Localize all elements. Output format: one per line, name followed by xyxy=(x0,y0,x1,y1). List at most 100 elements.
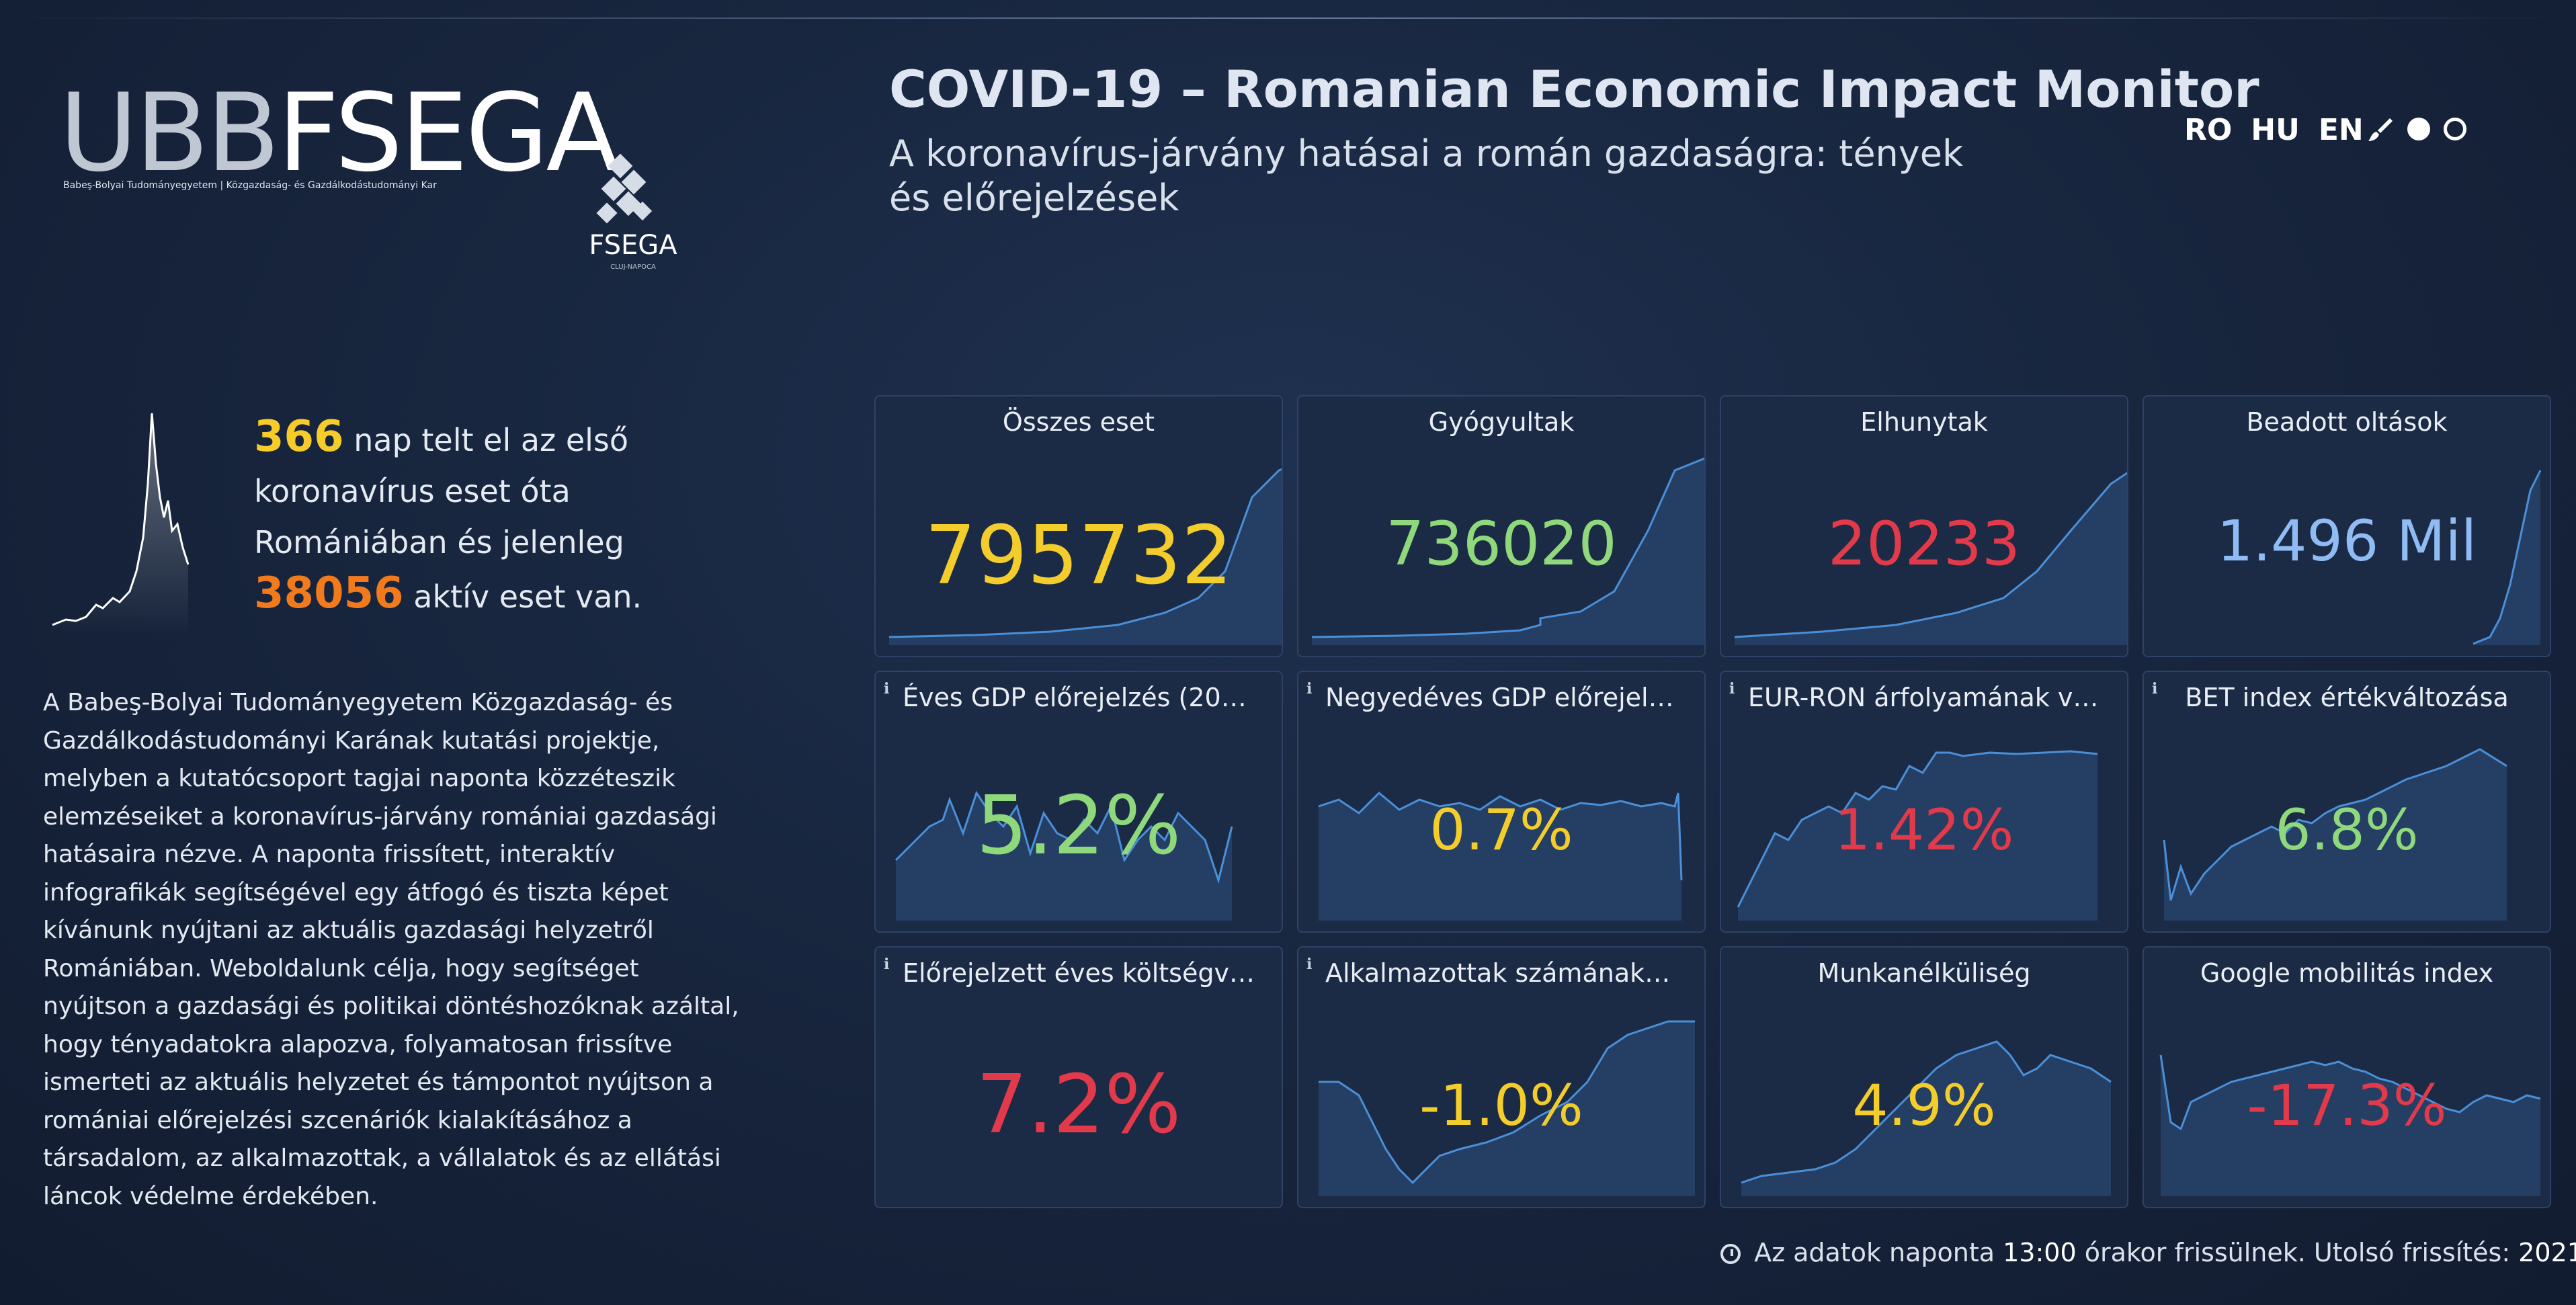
info-icon[interactable]: i xyxy=(1306,956,1313,973)
logo-fsega-text: FSEGA xyxy=(277,70,620,196)
logo-subtitle: Babeş-Bolyai Tudományegyetem | Közgazdas… xyxy=(63,180,437,191)
kpi-trend-stroke xyxy=(1311,457,1704,638)
kpi-card-unemployment[interactable]: Munkanélküliség 4.9% xyxy=(1720,946,2128,1208)
kpi-trend-line xyxy=(888,468,1282,645)
footer-middle: órakor frissülnek. Utolsó frissítés: xyxy=(2076,1238,2519,1267)
kpi-trend-area xyxy=(1312,458,1704,645)
kpi-trend-line xyxy=(2473,470,2542,645)
active-cases-sparkline xyxy=(52,413,190,635)
lang-en[interactable]: EN xyxy=(2318,113,2364,147)
kpi-card-total-cases[interactable]: Összes eset 795732 xyxy=(874,395,1283,657)
kpi-trend-stroke xyxy=(895,790,1233,884)
kpi-trend-stroke xyxy=(1319,1020,1695,1185)
kpi-card-value: 1.496 Mil xyxy=(2216,508,2477,574)
kpi-trend-area xyxy=(2161,1055,2540,1196)
update-footer: Az adatok naponta 13:00 órakor frissülne… xyxy=(1720,1238,2576,1267)
theme-light-option[interactable] xyxy=(2444,118,2466,140)
kpi-trend-line xyxy=(2159,1054,2541,1196)
kpi-card-value: -1.0% xyxy=(1419,1072,1583,1138)
kpi-card-value: 0.7% xyxy=(1429,797,1573,863)
kpi-card-quarterly-gdp-forecast[interactable]: i Negyedéves GDP előrejelzé... 0.7% xyxy=(1297,671,1706,933)
kpi-trend-area xyxy=(1319,1021,1695,1196)
summary-text: 366 nap telt el az első koronavírus eset… xyxy=(254,411,657,622)
kpi-trend-stroke xyxy=(2163,748,2507,901)
kpi-card-value: 1.42% xyxy=(1834,797,2014,863)
kpi-trend-line xyxy=(1319,1020,1695,1196)
kpi-trend-area xyxy=(1741,1042,2111,1196)
kpi-card-value: 20233 xyxy=(1827,509,2021,579)
kpi-card-budget-deficit-forecast[interactable]: i Előrejelzett éves költségvet... 7.2% xyxy=(874,946,1283,1208)
kpi-card-title: EUR-RON árfolyamának vál... xyxy=(1748,683,2120,712)
kpi-trend-line xyxy=(895,790,1233,921)
theme-switcher xyxy=(2367,116,2466,142)
kpi-trend-area xyxy=(2164,749,2507,921)
kpi-card-value: 6.8% xyxy=(2275,797,2419,863)
kpi-card-bet-index-change[interactable]: i BET index értékváltozása 6.8% xyxy=(2143,671,2551,933)
kpi-trend-line xyxy=(2163,748,2507,921)
kpi-card-value: -17.3% xyxy=(2247,1072,2447,1138)
kpi-trend-area xyxy=(1319,793,1681,921)
days-count: 366 xyxy=(254,412,344,462)
kpi-card-title: Elhunytak xyxy=(1860,407,1988,437)
kpi-card-value: 736020 xyxy=(1386,509,1617,579)
lang-hu[interactable]: HU xyxy=(2251,113,2300,147)
info-icon[interactable]: i xyxy=(1306,680,1313,698)
paintbrush-icon xyxy=(2368,118,2393,141)
lang-ro[interactable]: RO xyxy=(2184,113,2233,147)
kpi-card-title: Google mobilitás index xyxy=(2200,958,2494,988)
top-divider xyxy=(0,17,2576,19)
kpi-card-employees-change[interactable]: i Alkalmazottak számának vá... -1.0% xyxy=(1297,946,1706,1208)
kpi-card-title: Előrejelzett éves költségvet... xyxy=(903,958,1280,988)
ubb-fsega-logo[interactable]: UBB FSEGA Babeş-Bolyai Tudományegyetem | … xyxy=(59,70,677,271)
kpi-trend-stroke xyxy=(888,468,1282,638)
kpi-card-title: Beadott oltások xyxy=(2246,407,2448,437)
kpi-card-title: Gyógyultak xyxy=(1428,407,1575,437)
kpi-trend-area xyxy=(2473,470,2540,645)
kpi-trend-stroke xyxy=(1734,472,2127,638)
kpi-card-deaths[interactable]: Elhunytak 20233 xyxy=(1720,395,2128,657)
kpi-card-recovered[interactable]: Gyógyultak 736020 xyxy=(1297,395,1706,657)
active-text: aktív eset van. xyxy=(403,579,642,615)
kpi-trend-line xyxy=(1734,472,2127,645)
kpi-trend-line xyxy=(1311,457,1704,645)
info-icon[interactable]: i xyxy=(884,680,890,698)
kpi-card-vaccinations[interactable]: Beadott oltások 1.496 Mil xyxy=(2143,395,2551,657)
svg-text:CLUJ-NAPOCA: CLUJ-NAPOCA xyxy=(610,263,656,271)
logo-ubb-text: UBB xyxy=(59,70,280,196)
about-paragraph: A Babeş-Bolyai Tudományegyetem Közgazdas… xyxy=(43,689,739,1210)
kpi-trend-stroke xyxy=(1737,750,2098,908)
kpi-card-title: Alkalmazottak számának vá... xyxy=(1325,958,1704,988)
kpi-card-title: Negyedéves GDP előrejelzé... xyxy=(1325,683,1702,712)
info-icon[interactable]: i xyxy=(884,956,890,973)
kpi-card-title: Éves GDP előrejelzés (2021) xyxy=(903,683,1263,712)
footer-prefix: Az adatok naponta xyxy=(1746,1238,2003,1267)
kpi-trend-area xyxy=(889,469,1282,645)
info-icon[interactable]: i xyxy=(1729,680,1735,698)
kpi-trend-area xyxy=(1735,473,2127,645)
kpi-card-title: Munkanélküliség xyxy=(1817,958,2031,988)
kpi-trend-stroke xyxy=(2473,470,2542,645)
kpi-trend-area xyxy=(1738,751,2097,921)
footer-time: 13:00 xyxy=(2003,1238,2077,1267)
kpi-trend-stroke xyxy=(2159,1054,2541,1131)
kpi-trend-line xyxy=(1741,1040,2112,1196)
kpi-trend-stroke xyxy=(1741,1040,2112,1184)
kpi-card-value: 7.2% xyxy=(976,1058,1181,1152)
kpi-card-value: 4.9% xyxy=(1852,1072,1996,1138)
kpi-card-annual-gdp-forecast[interactable]: i Éves GDP előrejelzés (2021) 5.2% xyxy=(874,671,1283,933)
kpi-trend-line xyxy=(1737,750,2098,921)
kpi-card-value: 795732 xyxy=(924,509,1233,603)
fsega-emblem-icon: FSEGA CLUJ-NAPOCA xyxy=(589,153,677,271)
days-text: nap telt el az első koronavírus eset óta… xyxy=(254,422,629,560)
page-title: COVID-19 – Romanian Economic Impact Moni… xyxy=(889,59,2259,119)
kpi-card-google-mobility-index[interactable]: Google mobilitás index -17.3% xyxy=(2143,946,2551,1208)
language-switcher: RO HU EN xyxy=(2184,113,2364,147)
footer-date: 2021.02.26 xyxy=(2518,1238,2576,1267)
kpi-card-eur-ron-change[interactable]: i EUR-RON árfolyamának vál... 1.42% xyxy=(1720,671,2128,933)
theme-dark-option[interactable] xyxy=(2407,118,2430,140)
kpi-card-title: Összes eset xyxy=(1002,407,1155,437)
kpi-trend-area xyxy=(896,793,1232,921)
info-icon[interactable]: i xyxy=(2152,680,2158,698)
page-subtitle: A koronavírus-járvány hatásai a román ga… xyxy=(889,132,1964,219)
clock-icon xyxy=(1720,1244,1741,1264)
